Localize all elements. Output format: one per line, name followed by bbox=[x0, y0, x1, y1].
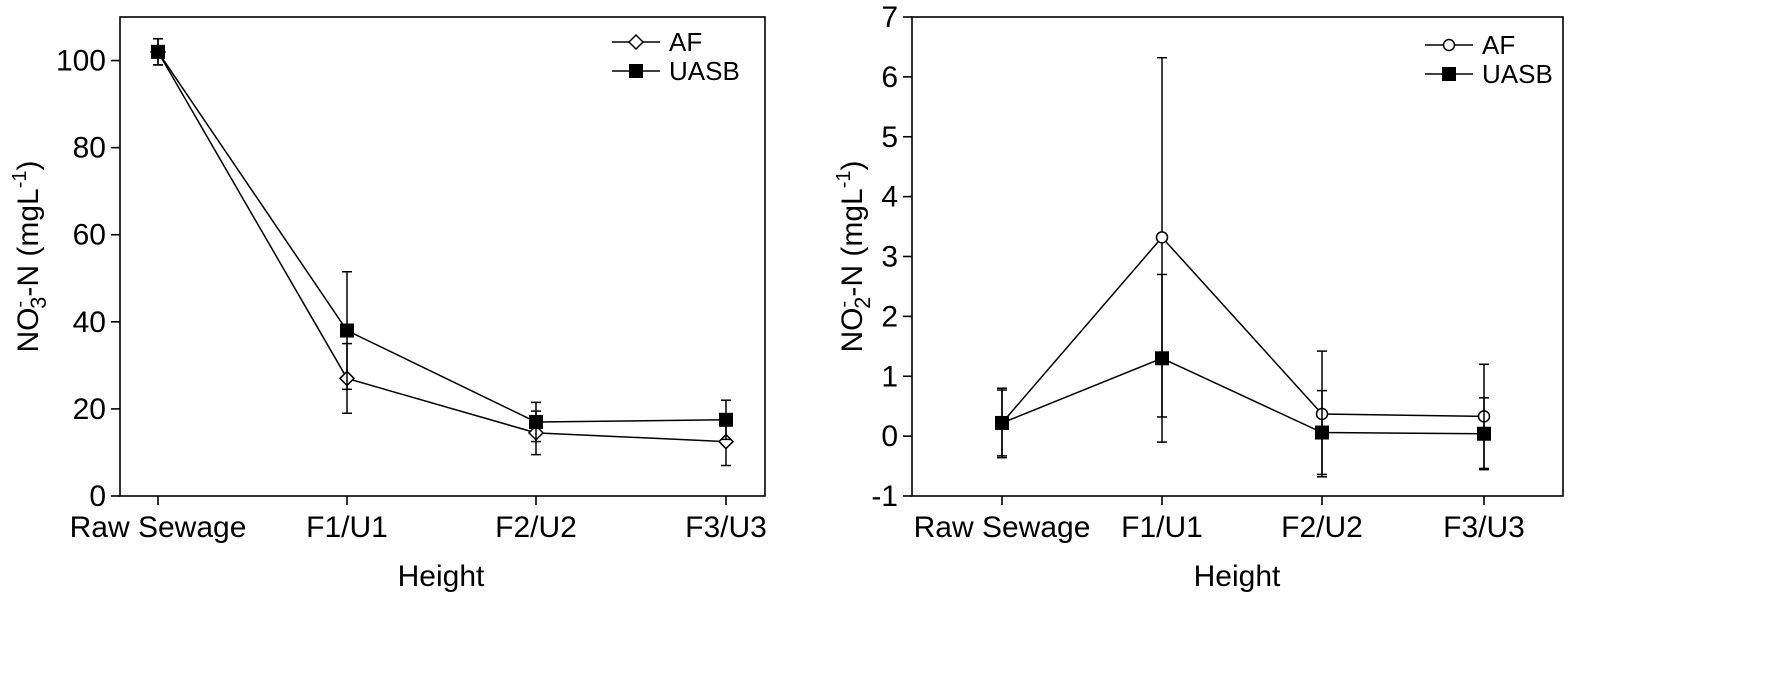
y-axis-title-rest: -N (mgL bbox=[836, 188, 869, 296]
marker-square bbox=[340, 323, 354, 338]
marker-square bbox=[151, 44, 165, 59]
y-axis-title: NO-2-N (mgL-1) bbox=[833, 160, 875, 352]
marker-square bbox=[1442, 67, 1456, 81]
series-line bbox=[157, 51, 727, 423]
y-tick-label: 100 bbox=[56, 45, 106, 78]
plot-frame bbox=[119, 16, 766, 497]
series-AF bbox=[149, 38, 735, 467]
marker-square bbox=[1477, 426, 1491, 441]
y-tick-label: 40 bbox=[73, 306, 106, 339]
chart-2: -1 0 1 2 3 4 5 6 7 Raw Sewage F1/U1 F2/U2 F3/U3 Heigh… bbox=[833, 1, 1564, 593]
legend-label: UASB bbox=[669, 56, 740, 86]
y-tick-label: 2 bbox=[881, 300, 898, 333]
x-tick-label: Raw Sewage bbox=[70, 511, 247, 544]
y-tick-label: 0 bbox=[881, 420, 898, 453]
y-tick-label: 80 bbox=[73, 132, 106, 165]
y-axis-title-base: NO bbox=[836, 308, 869, 353]
y-axis-title-unit_sup: -1 bbox=[9, 170, 31, 188]
marker-diamond bbox=[627, 33, 645, 51]
y-tick-label: 7 bbox=[881, 1, 898, 34]
chart-1: 0 20 40 60 80 100 Raw Sewage F1/U1 F2/U2 F3/U3 Hei… bbox=[9, 16, 767, 593]
series-UASB bbox=[151, 38, 733, 443]
y-tick-label: 5 bbox=[881, 121, 898, 154]
y-axis-title-unit_sup: -1 bbox=[833, 170, 855, 188]
marker-square bbox=[529, 414, 543, 429]
x-axis-title: Height bbox=[398, 560, 485, 593]
y-tick-label: 1 bbox=[881, 360, 898, 393]
y-tick-label: 20 bbox=[73, 393, 106, 426]
series-line bbox=[1001, 357, 1485, 435]
x-axis-title: Height bbox=[1194, 560, 1281, 593]
y-tick-label: -1 bbox=[871, 480, 898, 513]
marker-circle bbox=[1442, 38, 1456, 52]
x-tick-label: F2/U2 bbox=[495, 511, 577, 544]
y-axis-title-sub: 3 bbox=[26, 297, 51, 309]
y-axis-title-rest: -N (mgL bbox=[12, 188, 45, 296]
series-line bbox=[1001, 236, 1485, 424]
legend-label: UASB bbox=[1482, 59, 1553, 89]
x-tick-label: F3/U3 bbox=[685, 511, 767, 544]
y-axis-title-sup: - bbox=[833, 301, 855, 308]
x-tick-label: F1/U1 bbox=[306, 511, 388, 544]
series-line bbox=[157, 51, 727, 443]
y-axis-title-sup: - bbox=[9, 301, 31, 308]
marker-square bbox=[1155, 351, 1169, 366]
x-tick-label: F3/U3 bbox=[1443, 511, 1525, 544]
y-tick-label: 4 bbox=[881, 181, 898, 214]
marker-square bbox=[1315, 425, 1329, 440]
y-axis-title-close: ) bbox=[836, 160, 869, 170]
x-tick-label: F1/U1 bbox=[1121, 511, 1203, 544]
y-axis-title: NO-3-N (mgL-1) bbox=[9, 160, 51, 352]
marker-square bbox=[995, 415, 1009, 430]
marker-circle bbox=[1155, 231, 1169, 244]
series-UASB bbox=[995, 273, 1491, 476]
y-tick-label: 6 bbox=[881, 61, 898, 94]
x-tick-label: Raw Sewage bbox=[914, 511, 1091, 544]
series-AF bbox=[995, 56, 1491, 478]
y-tick-label: 60 bbox=[73, 219, 106, 252]
marker-square bbox=[629, 64, 643, 78]
y-axis-title-sub: 2 bbox=[850, 297, 875, 309]
legend-label: AF bbox=[1482, 30, 1515, 60]
y-axis-title-base: NO bbox=[12, 308, 45, 353]
legend-label: AF bbox=[669, 27, 702, 57]
plot-frame bbox=[911, 16, 1564, 497]
marker-square bbox=[719, 412, 733, 427]
y-tick-label: 0 bbox=[89, 480, 106, 513]
y-axis-title-close: ) bbox=[12, 160, 45, 170]
x-tick-label: F2/U2 bbox=[1281, 511, 1363, 544]
y-tick-label: 3 bbox=[881, 241, 898, 274]
